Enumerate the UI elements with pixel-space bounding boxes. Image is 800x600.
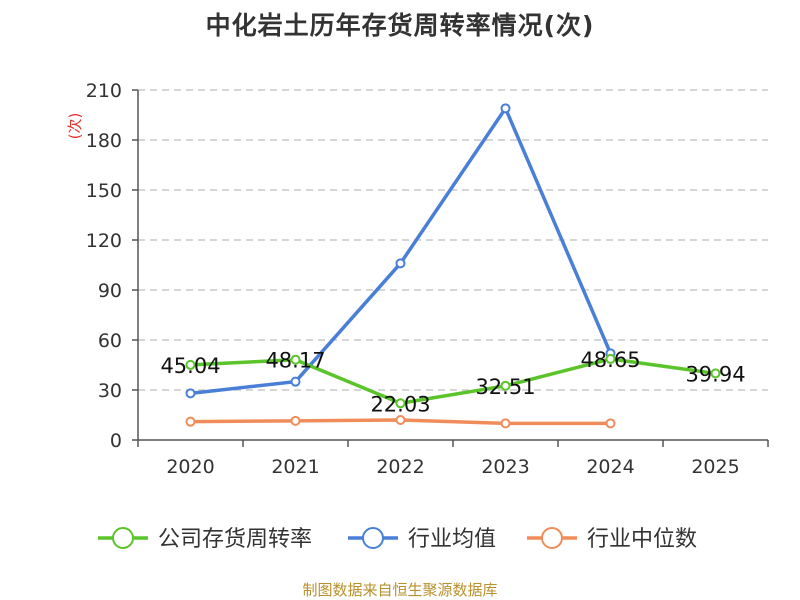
data-point: [185, 388, 196, 399]
data-point: [185, 359, 196, 370]
series-line: [190, 357, 716, 406]
data-label: 22.03: [370, 392, 430, 416]
data-source-note: 制图数据来自恒生聚源数据库: [302, 581, 498, 599]
legend-marker: [112, 527, 134, 549]
legend-item: 行业均值: [348, 527, 496, 552]
chart-title: 中化岩土历年存货周转率情况(次): [205, 11, 595, 40]
x-tick-label: 2020: [166, 456, 214, 478]
y-tick-label: 60: [98, 330, 122, 352]
legend-marker: [541, 527, 563, 549]
x-tick-label: 2024: [586, 456, 634, 478]
series-line: [190, 106, 613, 396]
y-tick-label: 90: [98, 280, 122, 302]
data-labels: 45.04 48.17 22.03 32.51 48.65 39.94: [160, 348, 745, 416]
x-tick-label: 2025: [691, 456, 739, 478]
x-tick-label: 2023: [481, 456, 529, 478]
legend-label: 公司存货周转率: [158, 527, 312, 552]
data-point: [395, 258, 406, 269]
data-label: 48.17: [265, 349, 325, 373]
legend: 公司存货周转率 行业均值 行业中位数: [98, 527, 697, 552]
data-point: [500, 418, 511, 429]
data-point: [500, 103, 511, 114]
data-point: [290, 376, 301, 387]
data-point: [710, 368, 721, 379]
data-label: 32.51: [475, 375, 535, 399]
data-point: [185, 416, 196, 427]
data-point: [605, 418, 616, 429]
y-tick-label: 120: [86, 230, 122, 252]
legend-item: 行业中位数: [527, 527, 697, 552]
y-tick-label: 210: [86, 80, 122, 102]
series-layer: [185, 103, 721, 429]
data-label: 48.65: [580, 348, 640, 372]
legend-item: 公司存货周转率: [98, 527, 312, 552]
data-label: 39.94: [685, 362, 745, 386]
data-point: [395, 415, 406, 425]
y-tick-label: 180: [86, 130, 122, 152]
data-point: [395, 398, 406, 409]
data-label: 45.04: [160, 354, 220, 378]
legend-label: 行业均值: [408, 527, 496, 552]
data-point: [290, 354, 301, 365]
legend-label: 行业中位数: [587, 527, 697, 552]
y-tick-label: 150: [86, 180, 122, 202]
axes: 0 30 60 90 120 150 180 210(次) 2020 2021 2022 2023 20…: [66, 80, 769, 478]
data-point: [500, 380, 511, 391]
y-tick-label: 30: [98, 380, 122, 402]
x-tick-label: 2022: [376, 456, 424, 478]
x-tick-label: 2021: [271, 456, 319, 478]
y-tick-label: 0: [110, 430, 122, 452]
y-axis-label: (次): [66, 113, 84, 140]
data-point: [290, 415, 301, 426]
legend-marker: [362, 527, 384, 549]
data-point: [605, 353, 616, 364]
grid-lines: [138, 89, 768, 391]
